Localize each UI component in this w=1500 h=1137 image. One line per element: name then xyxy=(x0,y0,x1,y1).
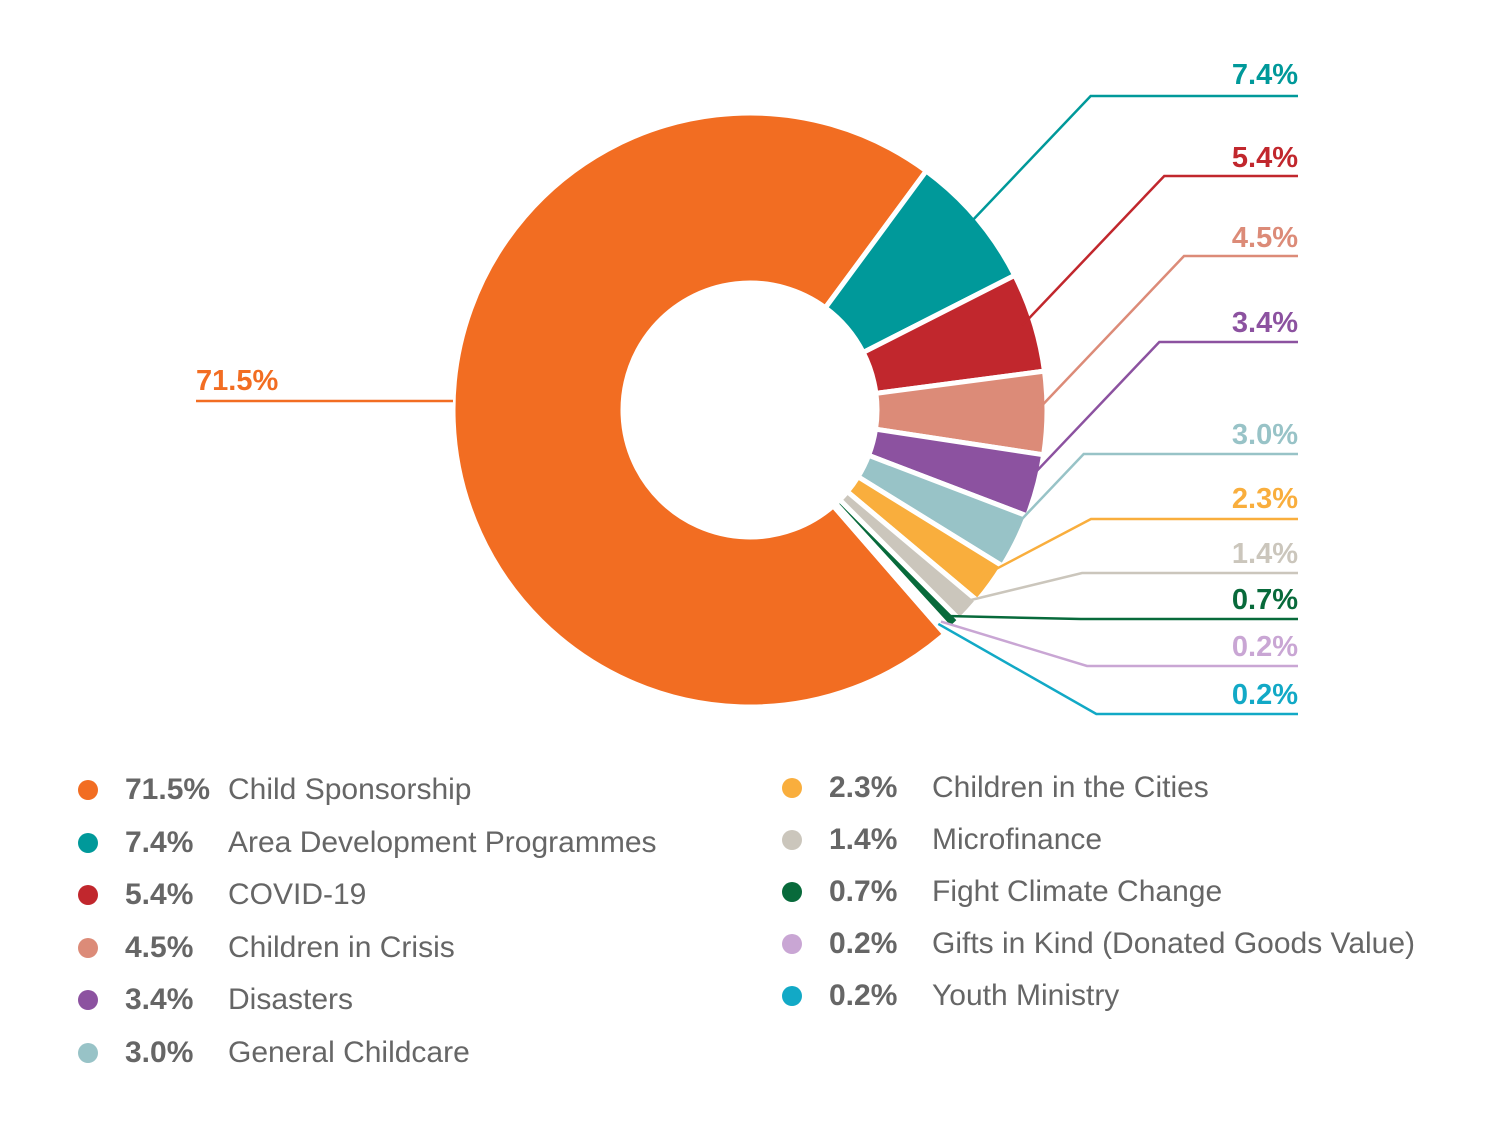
legend-item-disasters: 3.4% Disasters xyxy=(78,980,353,1020)
callout-label-area-development-programmes: 7.4% xyxy=(1232,59,1298,91)
leader-line-covid-19 xyxy=(1021,174,1298,327)
leader-line-children-in-the-cities xyxy=(980,517,1298,579)
leader-line-children-in-crisis xyxy=(1034,254,1298,414)
legend-label: Fight Climate Change xyxy=(932,875,1223,908)
legend-item-microfinance: 1.4% Microfinance xyxy=(782,820,1102,860)
leader-line-microfinance xyxy=(959,571,1298,604)
legend-percent: 2.3% xyxy=(829,771,898,804)
legend-swatch xyxy=(78,1043,98,1063)
slice-youth-ministry xyxy=(830,502,951,637)
legend-percent: 3.4% xyxy=(125,983,194,1016)
callout-label-microfinance: 1.4% xyxy=(1232,538,1298,570)
legend-swatch xyxy=(78,990,98,1010)
legend-item-fight-climate-change: 0.7% Fight Climate Change xyxy=(782,872,1222,912)
legend-swatch xyxy=(782,882,802,902)
legend-label: Children in Crisis xyxy=(228,931,455,964)
legend-swatch xyxy=(782,986,802,1006)
callout-label-youth-ministry: 0.2% xyxy=(1232,679,1298,711)
callout-labels: 71.5% 7.4% 5.4% 4.5% 3.4% 3.0% 2.3% 1.4% 0.7% 0.2… xyxy=(196,59,1298,711)
legend-label: Child Sponsorship xyxy=(228,773,472,806)
legend-label: General Childcare xyxy=(228,1036,470,1069)
callout-label-covid-19: 5.4% xyxy=(1232,142,1298,174)
legend-percent: 1.4% xyxy=(829,823,898,856)
legend-item-children-in-the-cities: 2.3% Children in the Cities xyxy=(782,768,1209,808)
leader-line-general-childcare xyxy=(1004,452,1298,538)
legend-swatch xyxy=(78,938,98,958)
callout-label-disasters: 3.4% xyxy=(1232,307,1298,339)
legend-item-children-in-crisis: 4.5% Children in Crisis xyxy=(78,928,455,968)
legend-label: Youth Ministry xyxy=(932,979,1120,1012)
callout-label-general-childcare: 3.0% xyxy=(1232,419,1298,451)
callout-label-gifts-in-kind-donated-goods-value: 0.2% xyxy=(1232,631,1298,663)
donut-slices xyxy=(450,110,1050,710)
legend-item-child-sponsorship: 71.5% Child Sponsorship xyxy=(78,770,471,810)
callout-label-children-in-crisis: 4.5% xyxy=(1232,222,1298,254)
legend-percent: 0.7% xyxy=(829,875,898,908)
legend-percent: 71.5% xyxy=(125,773,211,806)
callout-label-fight-climate-change: 0.7% xyxy=(1232,584,1298,616)
leader-line-area-development-programmes xyxy=(966,94,1298,227)
legend-percent: 0.2% xyxy=(829,927,898,960)
callout-label-child-sponsorship: 71.5% xyxy=(196,365,278,397)
legend-label: COVID-19 xyxy=(228,878,367,911)
legend-item-covid-19: 5.4% COVID-19 xyxy=(78,875,366,915)
legend-swatch xyxy=(782,934,802,954)
leader-line-disasters xyxy=(1024,340,1298,484)
legend-label: Microfinance xyxy=(932,823,1103,856)
slice-child-sponsorship xyxy=(450,110,948,710)
legend-percent: 7.4% xyxy=(125,826,194,859)
legend-percent: 0.2% xyxy=(829,979,898,1012)
legend-swatch xyxy=(782,830,802,850)
callout-label-children-in-the-cities: 2.3% xyxy=(1232,483,1298,515)
legend-item-general-childcare: 3.0% General Childcare xyxy=(78,1033,470,1073)
legend-label: Area Development Programmes xyxy=(228,826,657,859)
legend-percent: 5.4% xyxy=(125,878,194,911)
callout-leaders xyxy=(196,94,1298,716)
legend-swatch xyxy=(78,833,98,853)
legend-swatch xyxy=(78,885,98,905)
legend-item-youth-ministry: 0.2% Youth Ministry xyxy=(782,976,1119,1016)
legend-label: Children in the Cities xyxy=(932,771,1209,804)
leader-line-youth-ministry xyxy=(937,622,1298,716)
legend-label: Disasters xyxy=(228,983,354,1016)
leader-line-gifts-in-kind-donated-goods-value xyxy=(940,620,1298,668)
legend-percent: 3.0% xyxy=(125,1036,194,1069)
legend-swatch xyxy=(78,780,98,800)
legend-percent: 4.5% xyxy=(125,931,194,964)
legend-item-gifts-in-kind-donated-goods-value: 0.2% Gifts in Kind (Donated Goods Value) xyxy=(782,924,1415,964)
legend-swatch xyxy=(782,778,802,798)
legend-item-area-development-programmes: 7.4% Area Development Programmes xyxy=(78,823,657,863)
leader-line-fight-climate-change xyxy=(946,614,1298,621)
legend-label: Gifts in Kind (Donated Goods Value) xyxy=(932,927,1416,960)
